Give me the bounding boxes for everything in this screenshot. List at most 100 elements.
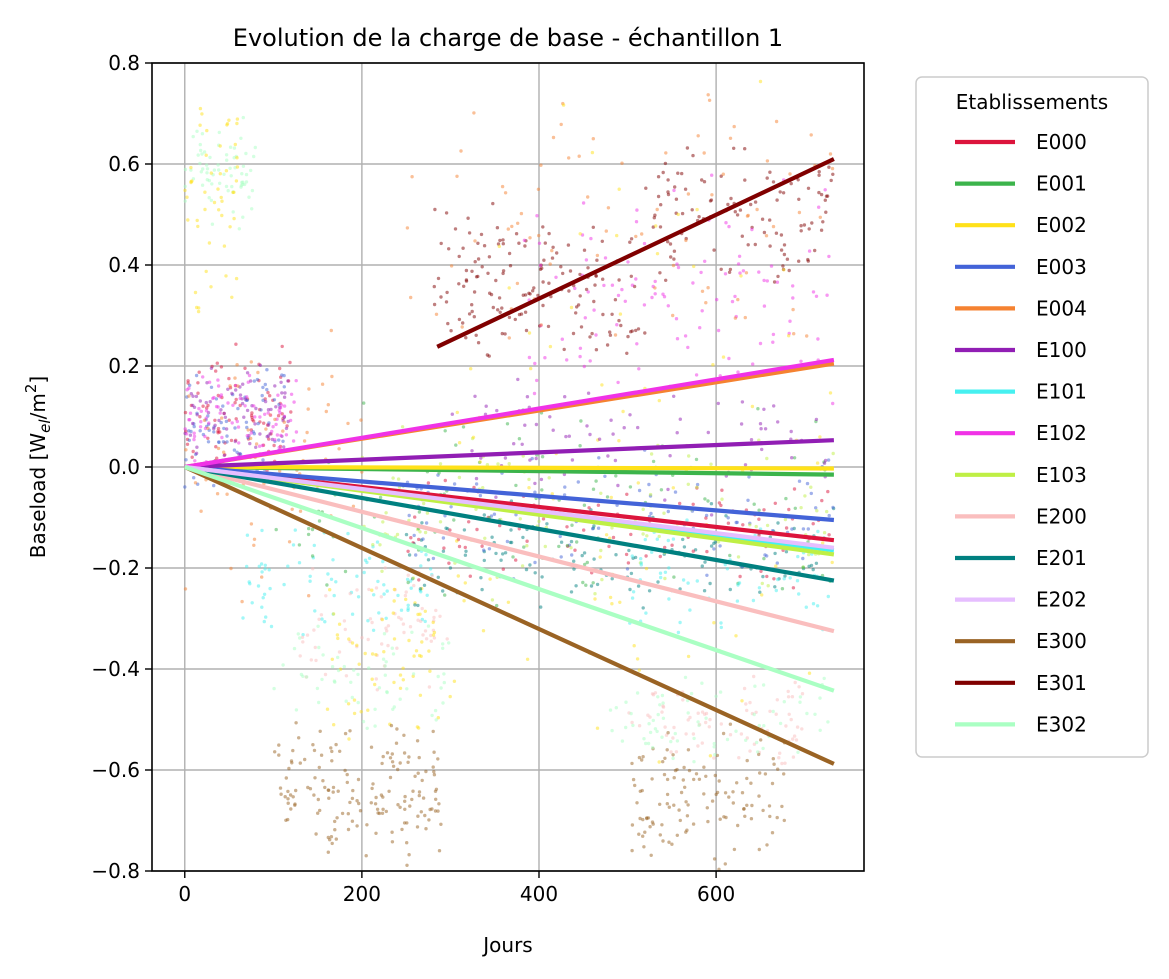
scatter-point [350, 819, 355, 823]
scatter-point [738, 271, 742, 275]
scatter-point [183, 485, 187, 489]
scatter-point [717, 779, 721, 783]
scatter-point [445, 290, 449, 295]
scatter-point [507, 286, 511, 290]
scatter-point [536, 187, 541, 191]
scatter-point [548, 262, 552, 266]
scatter-point [743, 147, 747, 151]
scatter-point [472, 290, 477, 294]
scatter-point [527, 477, 531, 482]
scatter-point [245, 408, 250, 413]
scatter-point [198, 429, 202, 433]
scatter-point [664, 733, 669, 737]
scatter-point [240, 599, 244, 604]
scatter-point [700, 681, 704, 685]
scatter-point [580, 553, 584, 558]
scatter-point [390, 830, 394, 834]
scatter-point [779, 233, 784, 237]
scatter-point [467, 231, 472, 235]
scatter-point [664, 151, 668, 155]
scatter-point [792, 332, 796, 336]
scatter-point [489, 292, 494, 297]
scatter-point [726, 202, 730, 207]
scatter-point [230, 391, 234, 396]
scatter-point [294, 379, 298, 383]
scatter-point [234, 276, 239, 281]
scatter-point [398, 805, 402, 809]
scatter-point [443, 593, 447, 597]
scatter-point [662, 295, 667, 299]
scatter-point [773, 551, 777, 556]
scatter-point [645, 816, 649, 820]
scatter-point [762, 407, 766, 411]
scatter-point [727, 270, 732, 274]
scatter-point [345, 772, 349, 777]
scatter-point [390, 840, 395, 844]
scatter-point [381, 520, 385, 524]
scatter-point [586, 195, 590, 199]
scatter-point [260, 443, 265, 448]
scatter-point [358, 809, 363, 813]
scatter-point [657, 398, 661, 403]
scatter-point [461, 246, 465, 250]
scatter-point [196, 224, 200, 229]
scatter-point [403, 593, 408, 598]
scatter-point [817, 173, 821, 177]
scatter-point [585, 560, 589, 565]
scatter-point [195, 129, 199, 133]
scatter-point [222, 411, 226, 416]
scatter-point [659, 203, 663, 207]
scatter-point [700, 309, 704, 313]
scatter-point [425, 511, 430, 515]
scatter-point [757, 847, 761, 852]
scatter-point [378, 543, 382, 547]
scatter-point [266, 423, 271, 427]
scatter-point [199, 420, 203, 424]
scatter-point [252, 543, 256, 547]
scatter-point [323, 620, 327, 624]
scatter-point [582, 248, 587, 252]
scatter-point [385, 690, 389, 694]
scatter-point [633, 783, 637, 788]
scatter-point [584, 287, 589, 292]
scatter-point [780, 761, 784, 766]
scatter-point [560, 337, 564, 341]
scatter-point [644, 741, 648, 746]
scatter-point [381, 754, 385, 759]
scatter-point [688, 715, 692, 720]
scatter-point [183, 199, 187, 203]
scatter-point [621, 409, 625, 414]
scatter-point [709, 544, 714, 548]
scatter-point [274, 422, 278, 427]
scatter-point [371, 782, 375, 786]
scatter-point [734, 729, 738, 733]
y-tick-label: −0.2 [91, 556, 140, 580]
scatter-point [406, 580, 410, 585]
scatter-point [227, 118, 231, 122]
scatter-point [650, 295, 654, 300]
scatter-point [258, 415, 262, 419]
scatter-point [715, 753, 720, 758]
scatter-point [753, 242, 757, 247]
scatter-point [789, 717, 793, 722]
scatter-point [564, 434, 568, 439]
scatter-point [617, 318, 621, 323]
scatter-point [703, 259, 707, 263]
scatter-point [816, 529, 820, 534]
scatter-point [263, 567, 267, 571]
scatter-point [678, 417, 682, 421]
scatter-point [198, 106, 203, 111]
scatter-point [523, 423, 527, 427]
scatter-point [320, 382, 325, 386]
scatter-point [238, 403, 242, 408]
scatter-point [275, 433, 280, 437]
scatter-point [653, 727, 658, 731]
scatter-point [517, 241, 521, 245]
scatter-point [222, 244, 227, 248]
scatter-point [431, 633, 436, 637]
x-tick-label: 400 [520, 882, 558, 906]
scatter-point [183, 410, 188, 415]
scatter-point [316, 797, 320, 802]
scatter-point [536, 293, 540, 298]
scatter-point [620, 161, 624, 165]
